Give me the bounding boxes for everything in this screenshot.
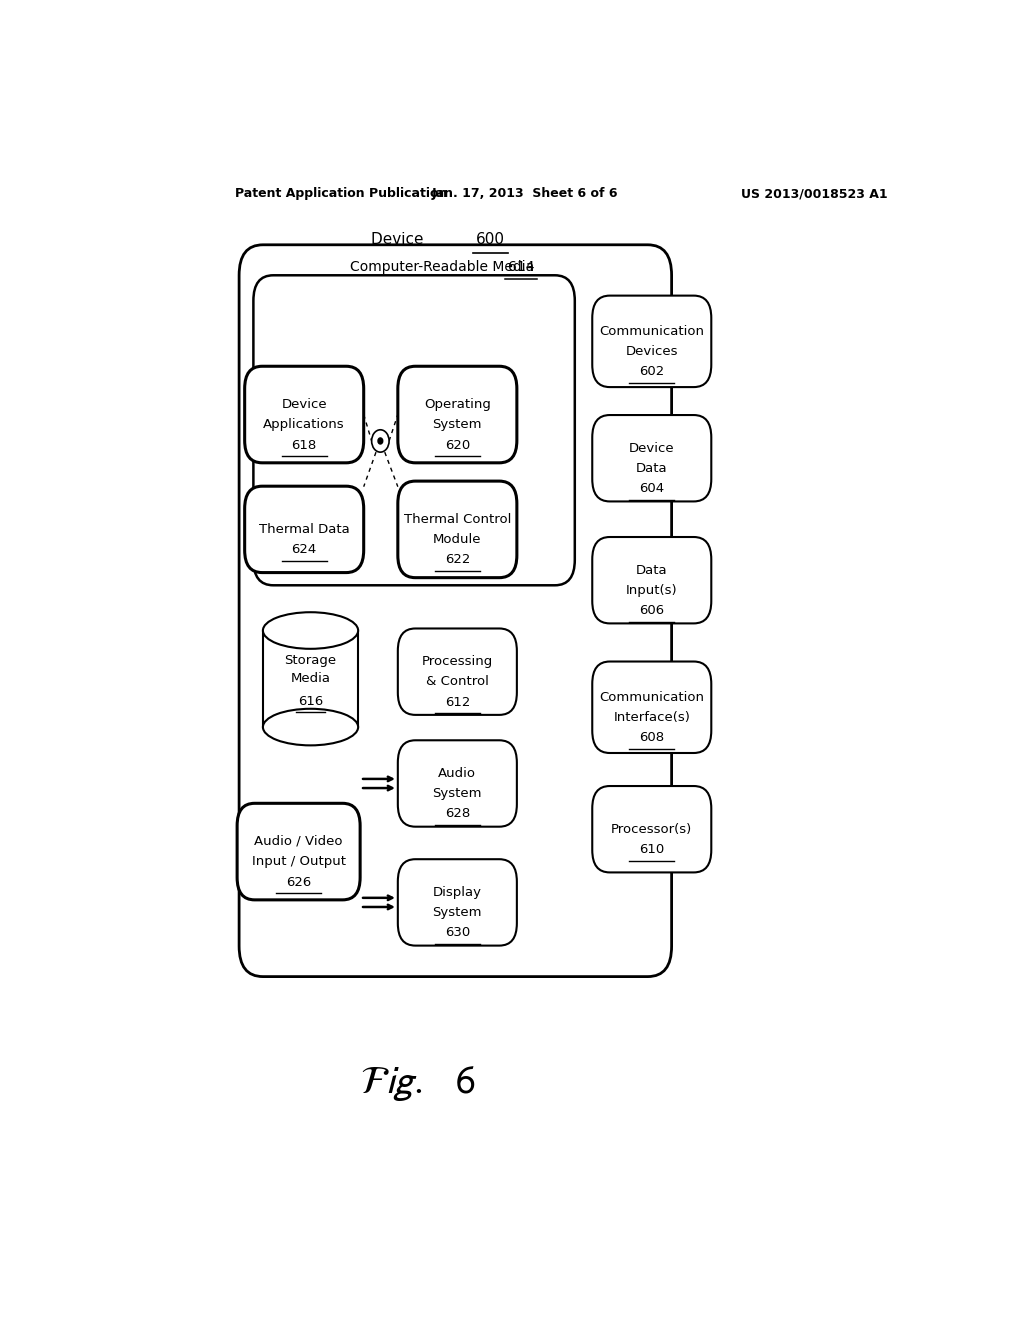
Text: Processor(s): Processor(s) <box>611 822 692 836</box>
Text: 614: 614 <box>508 260 535 275</box>
Text: Module: Module <box>433 533 481 546</box>
FancyBboxPatch shape <box>397 366 517 463</box>
Text: Device: Device <box>372 232 433 247</box>
Text: Data: Data <box>636 462 668 475</box>
Text: US 2013/0018523 A1: US 2013/0018523 A1 <box>741 187 888 201</box>
Ellipse shape <box>263 612 358 649</box>
Text: $\mathcal{Fig.}$  $\mathcal{6}$: $\mathcal{Fig.}$ $\mathcal{6}$ <box>360 1064 475 1102</box>
FancyBboxPatch shape <box>240 244 672 977</box>
Text: Audio: Audio <box>438 767 476 780</box>
Text: Patent Application Publication: Patent Application Publication <box>236 187 447 201</box>
Text: 626: 626 <box>286 875 311 888</box>
Ellipse shape <box>263 709 358 746</box>
Text: 600: 600 <box>476 232 505 247</box>
Text: 610: 610 <box>639 843 665 857</box>
FancyBboxPatch shape <box>397 480 517 578</box>
Text: Devices: Devices <box>626 345 678 358</box>
FancyBboxPatch shape <box>592 537 712 623</box>
Text: System: System <box>432 418 482 432</box>
FancyBboxPatch shape <box>253 276 574 585</box>
Text: Thermal Data: Thermal Data <box>259 523 349 536</box>
Circle shape <box>378 438 383 444</box>
Text: 602: 602 <box>639 366 665 379</box>
Text: & Control: & Control <box>426 676 488 688</box>
Text: 630: 630 <box>444 927 470 940</box>
Text: 606: 606 <box>639 605 665 618</box>
Circle shape <box>372 430 389 453</box>
Text: Storage: Storage <box>285 653 337 667</box>
Bar <box>263 631 358 727</box>
Text: 608: 608 <box>639 731 665 744</box>
FancyBboxPatch shape <box>592 661 712 752</box>
Text: Media: Media <box>291 672 331 685</box>
Text: 628: 628 <box>444 808 470 821</box>
Text: Display: Display <box>433 886 482 899</box>
Text: Jan. 17, 2013  Sheet 6 of 6: Jan. 17, 2013 Sheet 6 of 6 <box>431 187 618 201</box>
Text: 612: 612 <box>444 696 470 709</box>
Text: Audio / Video: Audio / Video <box>254 836 343 847</box>
Text: 604: 604 <box>639 482 665 495</box>
FancyBboxPatch shape <box>245 486 364 573</box>
Text: Input(s): Input(s) <box>626 583 678 597</box>
Text: Communication: Communication <box>599 325 705 338</box>
Text: Data: Data <box>636 564 668 577</box>
Text: 622: 622 <box>444 553 470 566</box>
Text: 616: 616 <box>298 694 324 708</box>
FancyBboxPatch shape <box>592 296 712 387</box>
Text: Communication: Communication <box>599 690 705 704</box>
FancyBboxPatch shape <box>245 366 364 463</box>
FancyBboxPatch shape <box>592 414 712 502</box>
Text: Operating: Operating <box>424 397 490 411</box>
Text: Input / Output: Input / Output <box>252 855 346 869</box>
FancyBboxPatch shape <box>397 628 517 715</box>
Text: Interface(s): Interface(s) <box>613 711 690 723</box>
Text: Thermal Control: Thermal Control <box>403 512 511 525</box>
Text: Device: Device <box>282 397 327 411</box>
FancyBboxPatch shape <box>397 859 517 945</box>
Text: Device: Device <box>629 442 675 454</box>
Text: Processing: Processing <box>422 655 493 668</box>
Text: 620: 620 <box>444 438 470 451</box>
Text: System: System <box>432 906 482 919</box>
Text: Computer-Readable Media: Computer-Readable Media <box>350 260 548 275</box>
Text: 624: 624 <box>292 544 316 556</box>
FancyBboxPatch shape <box>238 804 360 900</box>
FancyBboxPatch shape <box>397 741 517 826</box>
Text: Applications: Applications <box>263 418 345 432</box>
Text: 618: 618 <box>292 438 316 451</box>
Text: System: System <box>432 787 482 800</box>
FancyBboxPatch shape <box>592 785 712 873</box>
